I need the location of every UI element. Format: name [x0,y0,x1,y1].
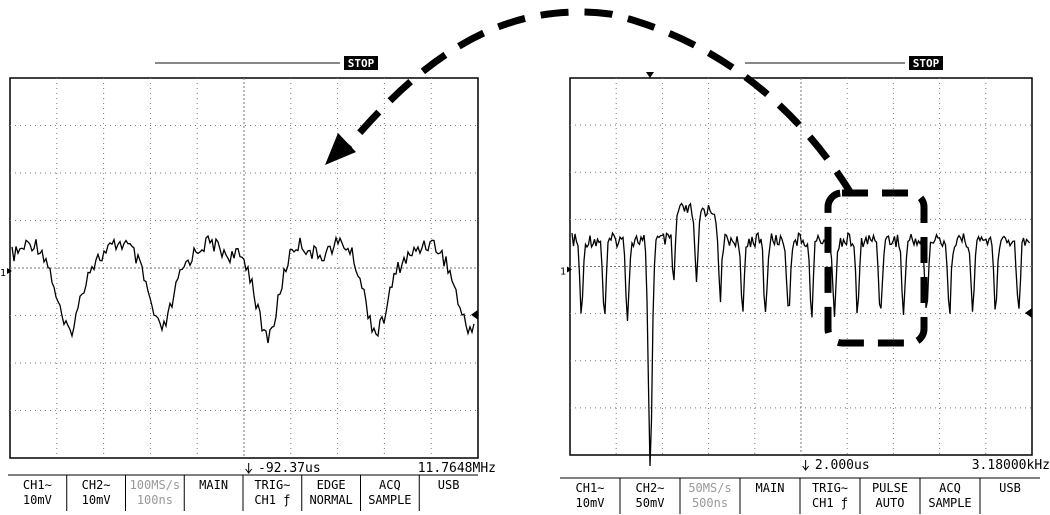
menu-label: MAIN [199,478,228,492]
menu-label: 500ns [692,496,728,510]
menu-label: 100MS/s [130,478,181,492]
channel-marker: 1 [560,267,566,278]
figure: STOP1-92.37us11.7648MHzCH1∼10mVCH2∼10mV1… [0,0,1050,515]
menu-label: NORMAL [309,493,352,507]
menu-label: MAIN [756,481,785,495]
frequency: 3.18000kHz [972,458,1050,473]
menu-label: PULSE [872,481,908,495]
menu-label: ACQ [379,478,401,492]
right-oscilloscope: STOP 1 2.000us 3.18000kHz CH1∼10mV CH2∼50mV 50… [560,56,1050,514]
arrow-head [325,133,356,165]
frequency: 11.7648MHz [418,461,496,476]
menu-label: SAMPLE [368,493,411,507]
menu-label: TRIG∼ [812,481,848,495]
menu-label: 10mV [576,496,605,510]
level-marker [1025,308,1032,318]
menu-label: CH2∼ [636,481,665,495]
menu-label: CH1 ƒ [812,496,848,510]
menu-label: AUTO [876,496,905,510]
menu-label: ACQ [939,481,961,495]
menu-label: TRIG∼ [254,478,290,492]
dashed-highlight-box [828,193,924,343]
menu-label: SAMPLE [928,496,971,510]
menu-label: 100ns [137,493,173,507]
trigger-time: 2.000us [815,458,870,473]
menu-label: 50MS/s [688,481,731,495]
menu-label: 10mV [23,493,52,507]
menu-label: CH1∼ [23,478,52,492]
menu-label: 50mV [636,496,665,510]
menu-label: CH1∼ [576,481,605,495]
menu-label: 10mV [82,493,111,507]
menu-label: CH2∼ [82,478,111,492]
status-label: STOP [348,57,375,70]
status-label: STOP [913,57,940,70]
channel-marker: 1 [0,268,6,279]
level-marker [471,310,478,320]
menu-label: USB [438,478,460,492]
menu-label: CH1 ƒ [254,493,290,507]
trigger-icon [246,463,252,473]
waveform [12,236,474,343]
trigger-icon [803,460,809,470]
trigger-position [646,72,654,78]
trigger-time: -92.37us [258,461,321,476]
menu-label: USB [999,481,1021,495]
menu-label: EDGE [317,478,346,492]
dashed-arrow [345,12,852,195]
